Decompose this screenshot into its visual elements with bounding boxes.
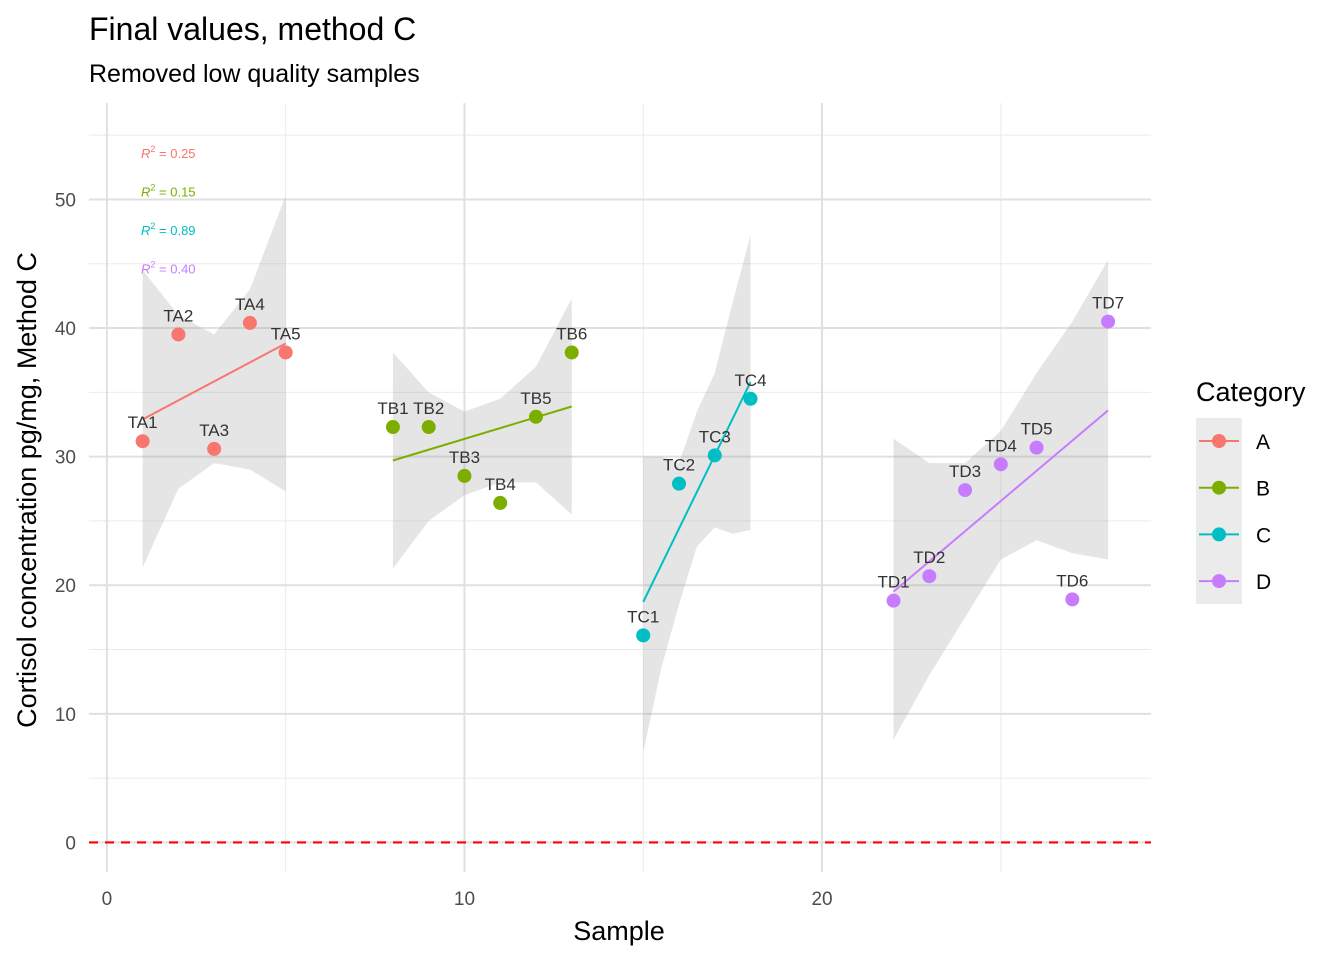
data-point [707,448,722,463]
point-label: TD3 [949,462,981,481]
x-tick-label: 20 [811,889,832,910]
point-label: TD6 [1056,571,1088,590]
point-label: TB5 [520,389,551,408]
data-point [135,434,150,449]
data-point [1101,314,1116,329]
legend-key-point [1212,574,1226,589]
point-label: TA2 [163,306,193,325]
legend-key-point [1212,434,1226,448]
data-point [1029,440,1044,455]
x-tick-label: 0 [102,889,113,910]
point-label: TD2 [913,548,945,567]
point-label: TD4 [985,436,1017,455]
data-point [958,483,973,498]
chart-title: Final values, method C [89,11,416,47]
point-label: TC3 [699,427,731,446]
legend-label: B [1256,478,1270,501]
regression-line-c [642,381,752,603]
chart-subtitle: Removed low quality samples [89,60,420,88]
point-label: TC1 [627,607,659,626]
data-point [421,420,436,435]
legend-label: D [1256,571,1271,594]
legend-key-point [1212,480,1226,495]
point-label: TA5 [271,324,301,343]
point-label: TC4 [734,371,766,390]
data-point [242,315,257,330]
data-point [457,468,472,483]
legend: Category A BC D [1196,377,1306,604]
data-point [493,495,508,510]
r-squared-label: R2 = 0.89 [141,221,196,238]
point-label: TB4 [485,475,516,494]
y-tick-label: 30 [55,448,76,469]
point-label: TB6 [556,324,587,343]
data-point [1065,592,1080,607]
data-point [672,476,686,491]
legend-label: A [1256,431,1270,454]
y-tick-label: 20 [55,576,76,597]
axes: 0 10 20 0 10 20 30 40 50 [55,190,1151,910]
legend-key-background [1196,418,1242,604]
regression-line-d [892,409,1109,593]
r-squared-label: R2 = 0.40 [141,260,196,277]
y-tick-label: 0 [65,833,76,854]
data-point [278,345,293,360]
legend-label: C [1256,524,1271,547]
data-point [171,327,186,342]
data-point [207,441,222,456]
data-point [564,345,579,360]
legend-key-point [1212,527,1226,542]
r-squared-annotations: R2 = 0.25 R2 = 0.15 R2 = 0.89 R2 = 0.40 [141,144,196,277]
point-label: TB2 [413,399,444,418]
point-label: TD1 [877,573,909,592]
point-label: TB3 [449,448,480,467]
y-axis-title: Cortisol concentration pg/mg, Method C [12,252,42,728]
point-label: TB1 [377,399,408,418]
regression-line-a [142,342,287,421]
y-tick-label: 40 [55,319,76,340]
data-point [743,391,758,406]
data-point [993,457,1008,472]
r-squared-label: R2 = 0.25 [141,144,196,161]
y-tick-label: 10 [55,705,76,726]
legend-title: Category [1196,377,1306,407]
data-point [528,409,543,424]
point-label: TA3 [199,421,229,440]
data-point [636,628,651,643]
data-points [135,314,1116,643]
point-label: TD7 [1092,294,1124,313]
y-tick-label: 50 [55,190,76,211]
r-squared-label: R2 = 0.15 [141,183,196,200]
x-axis-title: Sample [573,916,665,946]
point-label: TD5 [1021,420,1053,439]
point-label: TC2 [663,456,695,475]
data-point [385,420,400,435]
point-label: TA1 [128,413,158,432]
x-tick-label: 10 [454,889,475,910]
point-label: TA4 [235,295,265,314]
data-point [922,569,937,584]
data-point [886,593,901,608]
